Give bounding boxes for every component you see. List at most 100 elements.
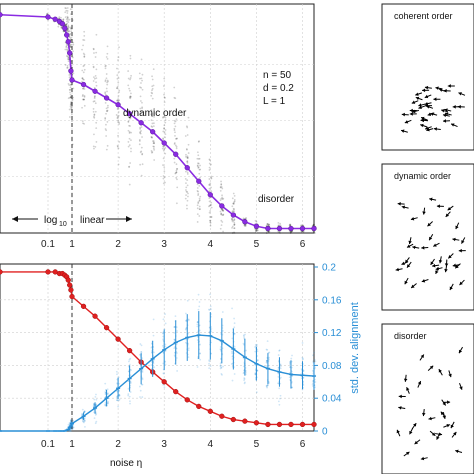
- top-sample-point: [301, 230, 304, 233]
- top-sample-point: [65, 45, 68, 48]
- red-series-point: [230, 416, 237, 423]
- top-sample-point: [221, 208, 224, 211]
- top-sample-point: [208, 169, 211, 171]
- top-sample-point: [81, 95, 84, 97]
- top-sample-point: [128, 144, 131, 147]
- bottom-sample-point: [84, 425, 86, 428]
- bottom-x-tick-label: 1: [69, 439, 75, 450]
- bottom-sample-point: [231, 379, 234, 382]
- top-sample-point: [185, 189, 187, 191]
- top-sample-point: [68, 33, 71, 36]
- top-sample-point: [163, 148, 166, 151]
- top-sample-point: [128, 117, 131, 120]
- top-sample-point: [233, 227, 236, 230]
- top-sample-point: [186, 148, 188, 151]
- bottom-sample-point: [245, 349, 247, 352]
- top-sample-point: [65, 7, 68, 10]
- bottom-sample-point: [314, 366, 316, 369]
- top-sample-point: [68, 88, 71, 91]
- param-n: n = 50: [263, 70, 292, 81]
- bottom-sample-point: [208, 359, 211, 362]
- top-sample-point: [231, 205, 234, 208]
- top-sample-point: [174, 110, 177, 113]
- agent-arrow-head: [424, 85, 429, 90]
- bottom-sample-point: [95, 403, 98, 406]
- bottom-sample-point: [231, 307, 233, 310]
- top-sample-point: [71, 120, 73, 122]
- top-sample-point: [95, 121, 98, 124]
- bottom-sample-point: [104, 401, 107, 404]
- top-sample-point: [104, 116, 107, 119]
- top-sample-point: [199, 176, 201, 179]
- top-sample-point: [174, 172, 177, 175]
- agent-arrow-head: [426, 105, 430, 109]
- top-sample-point: [173, 119, 176, 122]
- agent-arrow-head: [413, 423, 417, 427]
- top-sample-point: [300, 230, 303, 233]
- top-sample-point: [93, 52, 95, 54]
- bottom-sample-point: [176, 330, 178, 332]
- bottom-sample-point: [117, 405, 120, 408]
- top-sample-point: [106, 106, 109, 109]
- top-sample-point: [231, 210, 234, 213]
- agent-arrow-head: [438, 432, 443, 436]
- top-sample-point: [209, 221, 212, 224]
- top-sample-point: [162, 145, 164, 148]
- top-sample-point: [83, 39, 86, 41]
- top-sample-point: [81, 80, 83, 83]
- top-x-tick-label: 6: [300, 239, 306, 250]
- top-sample-point: [184, 135, 187, 137]
- top-sample-point: [175, 172, 177, 174]
- top-sample-point: [255, 230, 257, 233]
- top-sample-point: [117, 119, 120, 122]
- bottom-sample-point: [254, 373, 257, 376]
- bottom-sample-point: [268, 351, 271, 354]
- top-sample-point: [277, 222, 280, 224]
- top-sample-point: [104, 128, 107, 130]
- bottom-sample-point: [266, 384, 268, 387]
- right-y-tick-label: 0.2: [322, 263, 336, 274]
- top-sample-point: [151, 151, 153, 154]
- bottom-sample-point: [152, 318, 155, 321]
- bottom-sample-point: [197, 308, 200, 311]
- top-sample-point: [106, 144, 109, 147]
- top-sample-point: [173, 161, 176, 164]
- top-sample-point: [105, 148, 108, 151]
- top-sample-point: [117, 100, 120, 102]
- bottom-sample-point: [107, 400, 109, 403]
- agent-arrow-head: [427, 112, 432, 116]
- bottom-sample-point: [219, 349, 222, 351]
- top-sample-point: [244, 224, 247, 227]
- top-sample-point: [106, 109, 109, 112]
- bottom-sample-point: [196, 339, 199, 341]
- panel-disorder-agents: [396, 346, 463, 461]
- bottom-sample-point: [130, 382, 132, 384]
- top-sample-point: [314, 232, 316, 234]
- bottom-sample-point: [70, 430, 72, 432]
- top-sample-point: [62, 18, 65, 21]
- top-sample-point: [186, 156, 189, 159]
- top-sample-point: [81, 77, 84, 80]
- top-sample-point: [219, 199, 222, 202]
- top-sample-point: [244, 224, 247, 227]
- top-sample-point: [197, 190, 200, 193]
- top-sample-point: [176, 137, 179, 140]
- top-sample-point: [151, 151, 154, 153]
- bottom-sample-point: [277, 368, 280, 371]
- top-sample-point: [220, 208, 223, 211]
- top-sample-point: [64, 7, 67, 9]
- top-sample-point: [95, 127, 98, 130]
- bottom-sample-point: [208, 367, 211, 370]
- bottom-sample-point: [209, 365, 212, 368]
- top-sample-point: [300, 224, 303, 227]
- red-series-point: [80, 303, 87, 310]
- top-sample-point: [151, 115, 154, 118]
- top-sample-point: [117, 107, 120, 110]
- bottom-sample-point: [311, 383, 314, 386]
- top-sample-point: [186, 179, 189, 182]
- top-sample-point: [208, 187, 211, 190]
- top-sample-point: [67, 30, 70, 33]
- bottom-sample-point: [302, 358, 304, 360]
- agent-arrow-head: [435, 266, 440, 271]
- top-sample-point: [92, 48, 95, 51]
